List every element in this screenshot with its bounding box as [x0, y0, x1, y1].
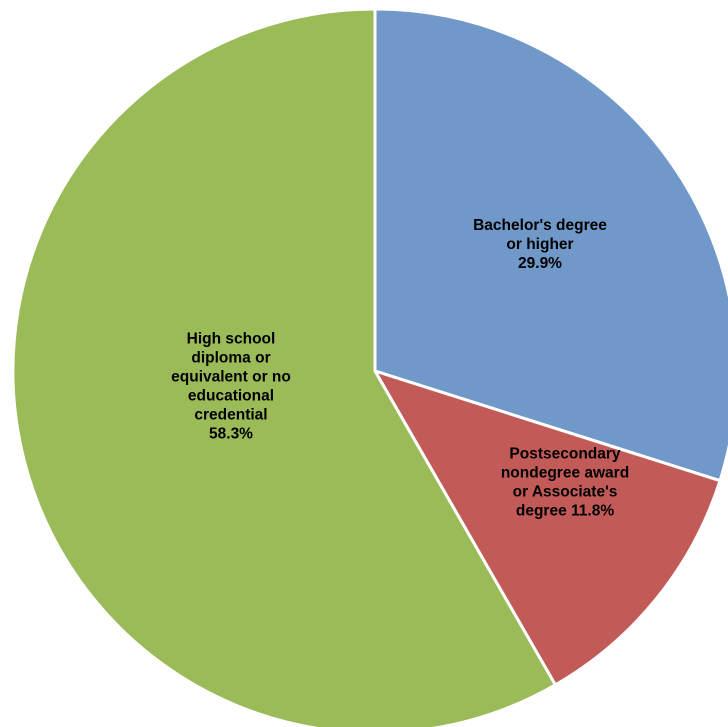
- pie-slice-label-line: Postsecondary: [509, 446, 621, 463]
- pie-slice-label: High school diploma or equivalent or no edu…: [171, 331, 291, 443]
- pie-slice-label-line: 58.3%: [209, 426, 253, 443]
- pie-slice-label-line: or higher: [506, 236, 573, 253]
- pie-slice-label-line: High school: [187, 331, 276, 348]
- pie-slice: [373, 7, 728, 483]
- pie-slice-label-line: credential: [194, 407, 267, 424]
- pie-slice: [11, 7, 557, 727]
- pie-slice-label: Bachelor's degree or higher 29.9%: [473, 217, 607, 272]
- pie-slice: [373, 369, 722, 687]
- pie-slice-label-line: nondegree award: [501, 465, 629, 482]
- pie-slice-label-line: diploma or: [191, 350, 270, 367]
- pie-slice-label-line: educational: [188, 388, 274, 405]
- pie-slice-label: Postsecondary nondegree award or Associate…: [501, 446, 629, 520]
- pie-slice-label-line: equivalent or no: [171, 369, 291, 386]
- pie-slice-label-line: Bachelor's degree: [473, 217, 607, 234]
- pie-labels: Bachelor's degree or higher 29.9% Postsecon…: [171, 217, 629, 520]
- pie-slice-label-line: or Associate's: [513, 484, 618, 501]
- pie-slice-label-line: degree 11.8%: [516, 503, 614, 520]
- pie-slice-label-line: 29.9%: [518, 255, 562, 272]
- pie-slices: [11, 7, 728, 727]
